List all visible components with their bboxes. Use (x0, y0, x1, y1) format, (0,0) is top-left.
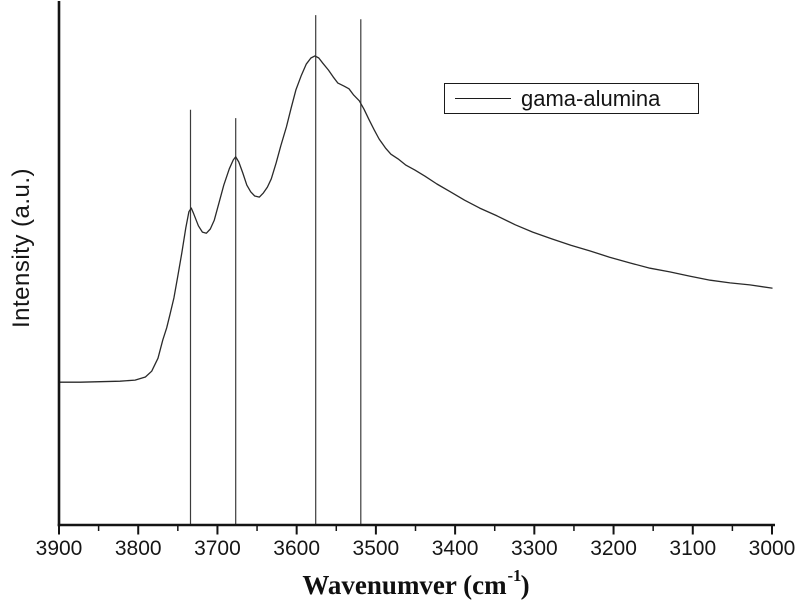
legend-line-sample-icon (455, 98, 511, 99)
x-tick-label: 3500 (353, 537, 400, 560)
x-axis-title-superscript: -1 (507, 566, 522, 585)
x-tick-label: 3200 (590, 537, 637, 560)
x-tick-label: 3800 (115, 537, 162, 560)
legend: gama-alumina (444, 83, 699, 114)
x-tick-label: 3700 (194, 537, 241, 560)
x-axis-title-text: Wavenumver (cm (302, 570, 507, 600)
legend-entry-label: gama-alumina (521, 85, 661, 111)
x-tick-label: 3600 (273, 537, 320, 560)
x-axis-title: Wavenumver (cm-1) (302, 566, 530, 601)
y-axis-title: Intensity (a.u.) (8, 167, 35, 329)
x-tick-label: 3300 (511, 537, 558, 560)
spectrum-curve (58, 55, 773, 383)
x-tick-label: 3900 (36, 537, 83, 560)
x-tick-label: 3400 (432, 537, 479, 560)
x-tick-label: 3000 (749, 537, 796, 560)
x-tick-label: 3100 (669, 537, 716, 560)
x-axis-title-close: ) (520, 570, 530, 600)
